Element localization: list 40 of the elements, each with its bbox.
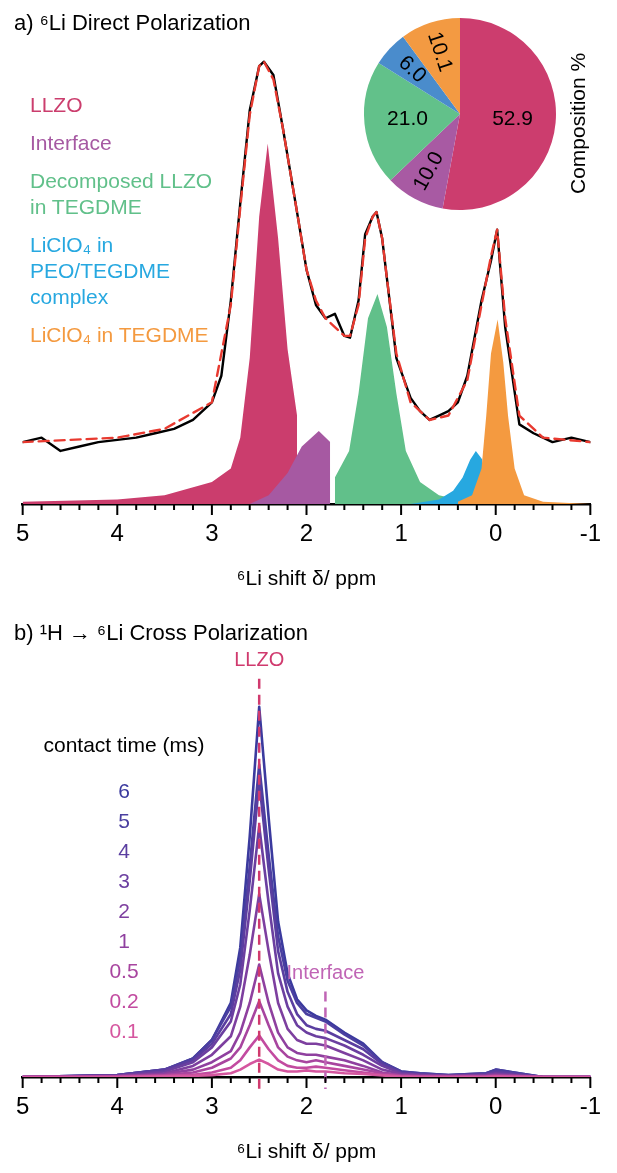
x-tick-label: 0 <box>489 519 503 547</box>
x-axis-title: ⁶Li shift δ/ ppm <box>236 1139 377 1163</box>
text: 2 <box>117 898 131 924</box>
text: Composition % <box>566 52 590 194</box>
text: 5 <box>117 808 131 834</box>
text: Interface <box>30 130 113 156</box>
text: 6 <box>117 778 131 804</box>
x-tick-label: 4 <box>110 519 124 547</box>
x-tick-label: 2 <box>299 519 314 547</box>
x-axis-title: ⁶Li shift δ/ ppm <box>236 566 377 590</box>
chart-title: b) ¹H → ⁶Li Cross Polarization <box>14 620 308 646</box>
data-label: 6.0 <box>394 50 432 87</box>
x-tick-label: 1 <box>394 1092 408 1120</box>
text: 0.5 <box>108 958 140 984</box>
ref-line-label: LLZO <box>234 648 285 671</box>
text: LLZO <box>30 92 84 118</box>
x-tick-label: 1 <box>394 519 408 547</box>
text: 3 <box>117 868 131 894</box>
x-tick-label: -1 <box>579 1092 601 1120</box>
legend-title: contact time (ms) <box>42 732 206 758</box>
text: 4 <box>117 838 131 864</box>
x-tick-label: 5 <box>15 519 30 547</box>
x-tick-label: -1 <box>579 519 601 547</box>
text: Decomposed LLZO in TEGDME <box>30 168 214 220</box>
x-tick-label: 3 <box>205 519 219 547</box>
x-tick-label: 3 <box>205 1092 219 1120</box>
ref-line-label: Interface <box>286 961 365 984</box>
text: LiClO₄ in PEO/TEGDME complex <box>30 232 172 310</box>
text: 1 <box>117 928 131 954</box>
data-label: 52.9 <box>492 105 534 129</box>
x-tick-label: 4 <box>110 1092 124 1120</box>
data-label: 21.0 <box>387 106 428 130</box>
text: LiClO₄ in TEGDME <box>30 322 210 348</box>
x-tick-label: 0 <box>489 1092 503 1120</box>
chart-title: a) ⁶Li Direct Polarization <box>14 10 251 36</box>
x-tick-label: 2 <box>299 1092 314 1120</box>
text: 0.2 <box>108 988 140 1014</box>
data-label: 10.0 <box>407 147 448 195</box>
series-label: 0.1 <box>108 1018 140 1044</box>
x-tick-label: 5 <box>15 1092 30 1120</box>
